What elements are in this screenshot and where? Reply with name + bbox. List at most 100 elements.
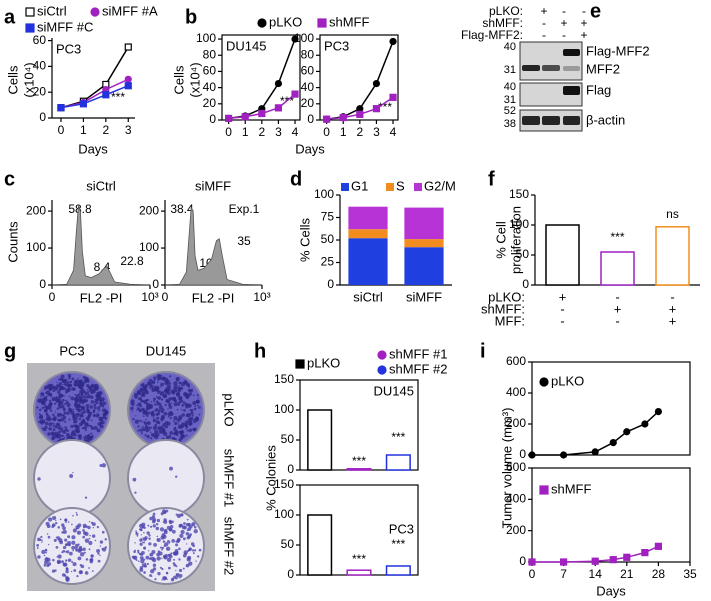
panel-letter: b <box>185 6 197 28</box>
blot-band <box>563 116 580 125</box>
condition-label: Flag-MFF2: <box>461 28 523 42</box>
colony <box>67 535 71 539</box>
colony <box>169 466 173 471</box>
colony <box>72 528 77 533</box>
colony <box>152 563 157 567</box>
colony <box>178 439 180 441</box>
y-tick-label: 0 <box>287 567 294 581</box>
colony <box>48 393 50 396</box>
y-tick-label: 50 <box>281 537 295 551</box>
condition-label: pLKO: <box>488 289 525 304</box>
row-label: shMFF #2 <box>222 517 237 576</box>
panel-title: siMFF <box>195 178 231 193</box>
colony <box>152 400 156 403</box>
bar <box>307 514 333 576</box>
colony <box>73 437 76 440</box>
colony <box>84 496 88 499</box>
colony <box>47 432 51 436</box>
colony <box>189 533 192 536</box>
colony <box>134 542 136 544</box>
colony <box>52 515 57 521</box>
colony <box>75 525 80 530</box>
colony <box>180 382 186 387</box>
y-tick-label: 0 <box>39 277 46 291</box>
x-tick-label: 2 <box>258 125 265 139</box>
colony <box>51 436 55 441</box>
colony <box>96 428 101 433</box>
colony <box>140 534 142 536</box>
colony <box>152 567 157 571</box>
colony <box>54 434 58 437</box>
colony <box>169 375 172 378</box>
colony <box>168 400 171 402</box>
colony <box>188 561 193 566</box>
colony <box>42 402 45 404</box>
legend-marker <box>539 377 549 387</box>
colony <box>175 543 179 547</box>
colony <box>168 401 170 404</box>
colony <box>89 424 93 428</box>
colony <box>178 387 180 390</box>
colony <box>176 418 180 422</box>
colony <box>178 547 181 551</box>
point <box>609 439 617 447</box>
colony <box>192 394 195 397</box>
colony <box>46 414 51 420</box>
colony <box>94 383 99 389</box>
colony <box>97 411 99 413</box>
colony <box>82 529 85 532</box>
legend-label: S <box>396 178 405 193</box>
colony <box>178 568 183 573</box>
colony <box>56 407 60 410</box>
colony <box>98 416 103 422</box>
colony <box>168 405 173 410</box>
colony <box>80 387 83 390</box>
colony <box>149 525 153 528</box>
colony <box>93 403 97 407</box>
colony <box>58 425 61 428</box>
colony <box>151 549 156 554</box>
colony <box>85 525 88 528</box>
colony <box>85 383 90 388</box>
colony <box>173 426 177 430</box>
colony <box>186 405 188 408</box>
point <box>339 113 347 122</box>
colony <box>187 523 191 527</box>
colony <box>43 554 46 557</box>
y-tick-label: 100 <box>139 240 159 254</box>
y-tick-label: 150 <box>509 187 529 201</box>
colony <box>47 543 50 546</box>
x-tick-label: 0 <box>162 290 169 304</box>
colony <box>77 434 81 438</box>
colony <box>180 423 185 428</box>
colony <box>93 406 97 410</box>
colony <box>52 558 55 562</box>
colony <box>161 391 164 395</box>
x-tick-label: 1 <box>242 125 249 139</box>
colony <box>135 530 137 532</box>
colony <box>62 414 65 417</box>
colony <box>186 429 189 432</box>
bar <box>385 454 411 471</box>
colony <box>137 549 140 552</box>
colony <box>41 549 46 555</box>
colony <box>71 535 76 540</box>
colony <box>176 537 181 542</box>
point <box>559 451 568 459</box>
colony <box>60 374 65 379</box>
colony <box>173 386 175 388</box>
colony <box>158 405 163 410</box>
colony <box>57 415 59 418</box>
x-tick-label: 10³ <box>253 290 270 304</box>
colony <box>56 536 61 541</box>
colony <box>73 569 77 572</box>
colony <box>74 404 79 408</box>
colony <box>155 420 160 424</box>
colony <box>197 417 199 419</box>
colony <box>90 383 95 387</box>
colony <box>197 397 200 399</box>
panel-letter: c <box>4 168 15 190</box>
colony <box>137 425 140 428</box>
y-tick-label: 600 <box>506 354 526 368</box>
legend-label: siMFF #A <box>102 3 158 18</box>
